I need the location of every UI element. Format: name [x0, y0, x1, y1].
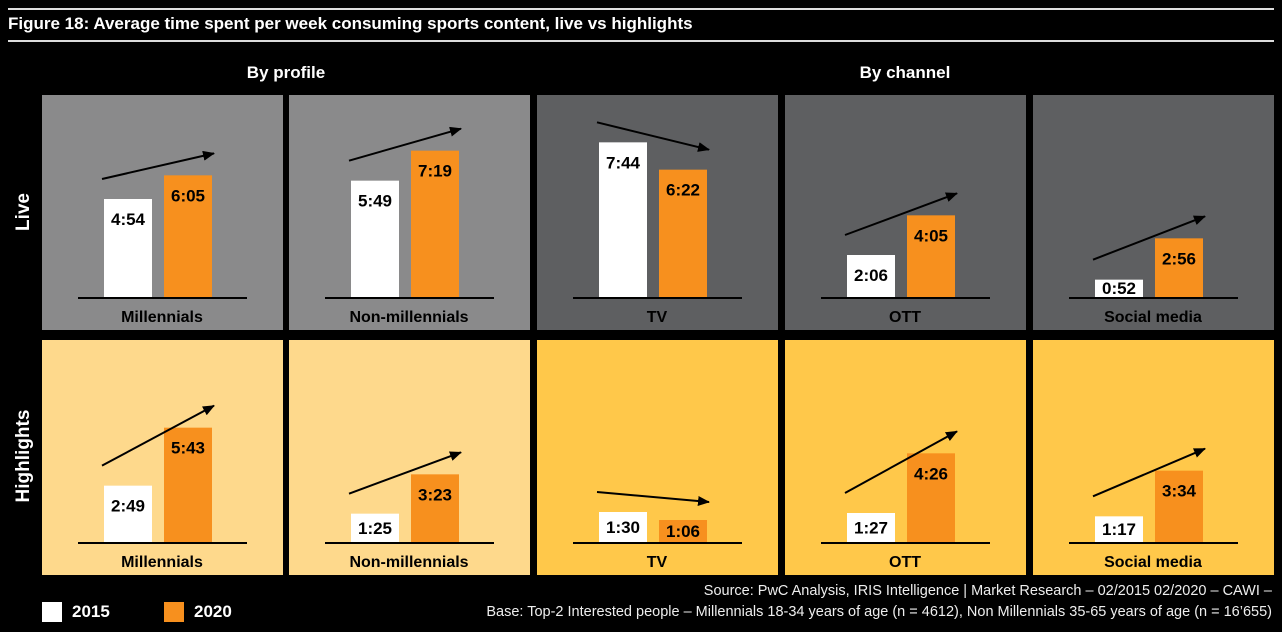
chart-highlights-tv: 1:30 1:06 TV: [573, 491, 742, 571]
value-label-2020-live-social-media: 2:56: [1162, 249, 1196, 268]
bar-2020-live-social-media: [1155, 238, 1203, 297]
trend-arrow-live-social-media: [1092, 215, 1206, 261]
panel-live-ott: 2:06 4:05 OTT: [785, 95, 1026, 330]
title-rule: [8, 40, 1274, 42]
bar-2015-live-millennials: [104, 199, 152, 297]
panel-highlights-tv: 1:30 1:06 TV: [537, 340, 778, 575]
panel-highlights-social-media: 1:17 3:34 Social media: [1033, 340, 1274, 575]
chart-highlights-ott: 1:27 4:26 OTT: [821, 430, 990, 571]
section-header-by-channel: By channel: [859, 63, 951, 82]
bar-2020-highlights-tv: [659, 520, 707, 542]
panel-live-tv: 7:44 6:22 TV: [537, 95, 778, 330]
chart-live-tv: 7:44 6:22 TV: [573, 121, 742, 326]
value-label-2020-highlights-social-media: 3:34: [1162, 482, 1197, 501]
panel-highlights-millennials: 2:49 5:43 Millennials: [42, 340, 283, 575]
bar-2020-live-non-millennials: [411, 150, 459, 297]
value-label-2020-highlights-tv: 1:06: [666, 522, 700, 541]
trend-arrow-highlights-social-media: [1092, 447, 1206, 498]
bar-2015-live-social-media: [1095, 279, 1143, 297]
trend-arrow-highlights-tv: [596, 491, 710, 507]
value-label-2015-highlights-non-millennials: 1:25: [358, 519, 392, 538]
category-label-highlights-ott: OTT: [889, 554, 921, 571]
trend-arrow-highlights-non-millennials: [348, 451, 462, 495]
value-label-2020-live-tv: 6:22: [666, 181, 700, 200]
trend-arrow-live-non-millennials: [348, 126, 462, 162]
value-label-2015-live-social-media: 0:52: [1102, 279, 1136, 298]
category-label-live-ott: OTT: [889, 309, 921, 326]
bar-2020-highlights-millennials: [164, 427, 212, 542]
value-label-2020-live-ott: 4:05: [914, 226, 948, 245]
value-label-2015-highlights-ott: 1:27: [854, 519, 888, 538]
value-label-2015-highlights-tv: 1:30: [606, 518, 640, 537]
figure-title: Figure 18: Average time spent per week c…: [8, 14, 693, 33]
bar-2020-live-millennials: [164, 175, 212, 297]
category-label-highlights-non-millennials: Non-millennials: [349, 554, 468, 571]
trend-arrow-highlights-ott: [844, 430, 958, 494]
top-rule: [8, 8, 1274, 10]
value-label-2015-live-millennials: 4:54: [111, 210, 146, 229]
value-label-2015-live-ott: 2:06: [854, 266, 888, 285]
category-label-highlights-social-media: Social media: [1104, 554, 1202, 571]
chart-live-millennials: 4:54 6:05 Millennials: [78, 150, 247, 326]
legend-swatch-2015: [42, 602, 62, 622]
section-header-by-profile: By profile: [246, 63, 326, 82]
value-label-2015-highlights-social-media: 1:17: [1102, 520, 1136, 539]
panel-live-millennials: 4:54 6:05 Millennials: [42, 95, 283, 330]
panel-live-social-media: 0:52 2:56 Social media: [1033, 95, 1274, 330]
trend-arrow-live-ott: [844, 192, 958, 236]
value-label-2020-live-non-millennials: 7:19: [418, 162, 452, 181]
category-label-live-non-millennials: Non-millennials: [349, 309, 468, 326]
legend-swatch-2020: [164, 602, 184, 622]
chart-live-ott: 2:06 4:05 OTT: [821, 192, 990, 326]
value-label-2020-highlights-millennials: 5:43: [171, 439, 205, 458]
panel-live-non-millennials: 5:49 7:19 Non-millennials: [289, 95, 530, 330]
bar-2015-highlights-non-millennials: [351, 513, 399, 542]
value-label-2020-live-millennials: 6:05: [171, 186, 205, 205]
value-label-2015-live-non-millennials: 5:49: [358, 192, 392, 211]
legend-label-2020: 2020: [194, 602, 232, 621]
trend-arrow-highlights-millennials: [101, 404, 215, 467]
chart-highlights-social-media: 1:17 3:34 Social media: [1069, 447, 1238, 571]
bar-2015-live-ott: [847, 255, 895, 297]
chart-highlights-non-millennials: 1:25 3:23 Non-millennials: [325, 451, 494, 571]
chart-highlights-millennials: 2:49 5:43 Millennials: [78, 404, 247, 571]
chart-live-social-media: 0:52 2:56 Social media: [1069, 215, 1238, 326]
chart-live-non-millennials: 5:49 7:19 Non-millennials: [325, 126, 494, 326]
category-label-live-social-media: Social media: [1104, 309, 1202, 326]
panel-highlights-ott: 1:27 4:26 OTT: [785, 340, 1026, 575]
category-label-live-tv: TV: [647, 309, 668, 326]
bar-2015-highlights-tv: [599, 512, 647, 542]
row-label-live: Live: [13, 192, 34, 232]
bar-2015-highlights-ott: [847, 513, 895, 542]
category-label-highlights-tv: TV: [647, 554, 668, 571]
trend-arrow-live-millennials: [101, 150, 215, 180]
panel-highlights-non-millennials: 1:25 3:23 Non-millennials: [289, 340, 530, 575]
category-label-highlights-millennials: Millennials: [121, 554, 203, 571]
trend-arrow-live-tv: [596, 121, 710, 152]
source-line-1: Source: PwC Analysis, IRIS Intelligence …: [703, 583, 1272, 599]
bar-2015-live-non-millennials: [351, 180, 399, 297]
bar-2015-live-tv: [599, 142, 647, 297]
value-label-2020-highlights-non-millennials: 3:23: [418, 485, 452, 504]
bar-2020-highlights-social-media: [1155, 470, 1203, 542]
bar-2020-live-tv: [659, 169, 707, 297]
row-label-highlights: Highlights: [13, 409, 34, 503]
bar-2020-live-ott: [907, 215, 955, 297]
value-label-2020-highlights-ott: 4:26: [914, 464, 948, 483]
legend-label-2015: 2015: [72, 602, 110, 621]
bar-2015-highlights-social-media: [1095, 516, 1143, 542]
bar-2015-highlights-millennials: [104, 485, 152, 542]
category-label-live-millennials: Millennials: [121, 309, 203, 326]
value-label-2015-highlights-millennials: 2:49: [111, 497, 145, 516]
value-label-2015-live-tv: 7:44: [606, 153, 641, 172]
bar-2020-highlights-non-millennials: [411, 474, 459, 542]
source-line-2: Base: Top-2 Interested people – Millenni…: [486, 604, 1272, 620]
bar-2020-highlights-ott: [907, 453, 955, 542]
